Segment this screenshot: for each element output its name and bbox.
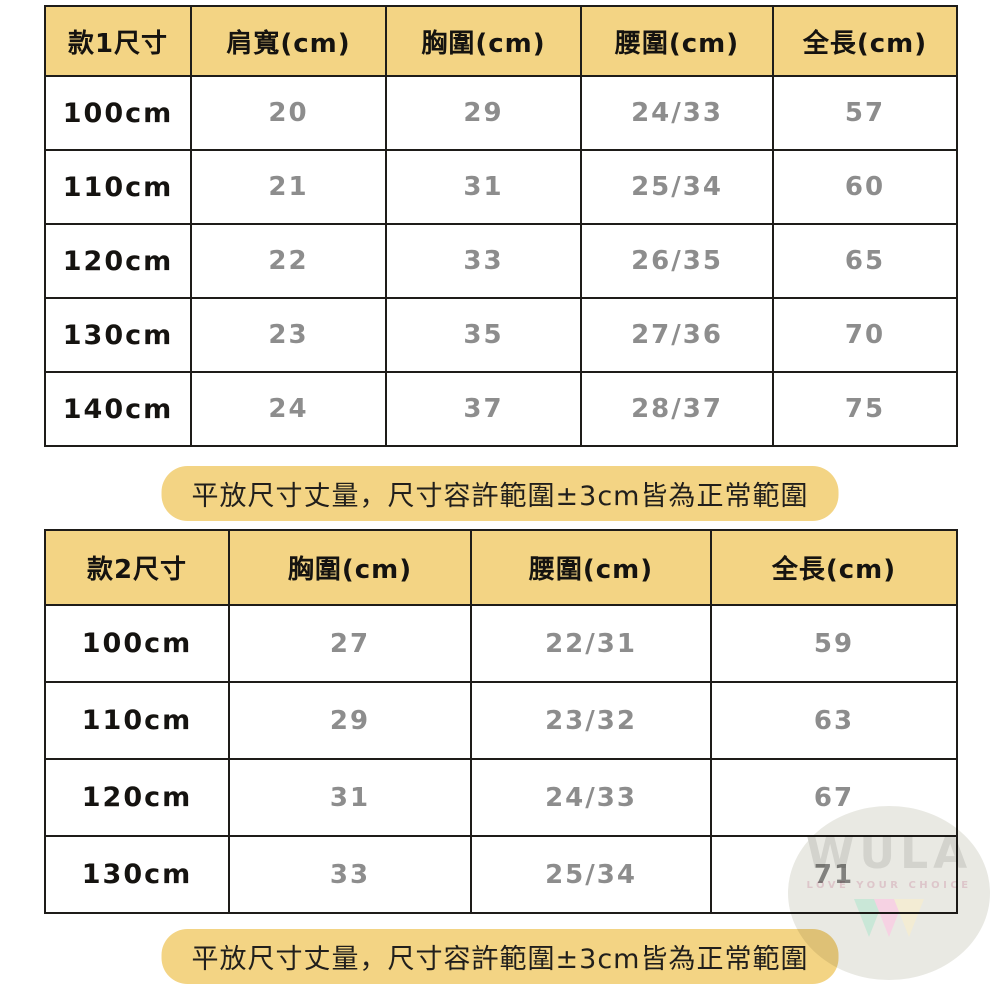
chest-value: 31: [228, 758, 472, 837]
size-label: 120cm: [44, 758, 230, 837]
waist-value: 22/31: [470, 604, 712, 683]
chest-value: 29: [228, 681, 472, 760]
chest-value: 33: [385, 223, 582, 299]
size-label: 130cm: [44, 297, 192, 373]
table-row: 110cm 21 31 25/34 60: [44, 149, 958, 225]
table-row: 140cm 24 37 28/37 75: [44, 371, 958, 447]
length-value: 70: [772, 297, 958, 373]
wula-brand-text: WULA: [805, 828, 973, 879]
table2-header-style: 款2尺寸: [44, 529, 230, 606]
table-row: 110cm 29 23/32 63: [44, 681, 958, 760]
length-value: 65: [772, 223, 958, 299]
shoulder-value: 24: [190, 371, 387, 447]
table1-header-waist: 腰圍(cm): [580, 5, 774, 77]
waist-value: 24/33: [470, 758, 712, 837]
table1-header-chest: 胸圍(cm): [385, 5, 582, 77]
size-label: 100cm: [44, 75, 192, 151]
length-value: 57: [772, 75, 958, 151]
size-label: 130cm: [44, 835, 230, 914]
style1-size-table: 款1尺寸 肩寬(cm) 胸圍(cm) 腰圍(cm) 全長(cm) 100cm 2…: [44, 5, 958, 447]
wula-tagline-text: LOVE YOUR CHOICE: [806, 880, 972, 891]
table2-header-row: 款2尺寸 胸圍(cm) 腰圍(cm) 全長(cm): [44, 529, 958, 606]
chest-value: 35: [385, 297, 582, 373]
table1-header-shoulder: 肩寬(cm): [190, 5, 387, 77]
length-value: 59: [710, 604, 958, 683]
table1-header-length: 全長(cm): [772, 5, 958, 77]
chest-value: 33: [228, 835, 472, 914]
table-row: 130cm 23 35 27/36 70: [44, 297, 958, 373]
chest-value: 31: [385, 149, 582, 225]
size-label: 100cm: [44, 604, 230, 683]
table-row: 120cm 31 24/33 67: [44, 758, 958, 837]
waist-value: 27/36: [580, 297, 774, 373]
length-value: 60: [772, 149, 958, 225]
table1-header-row: 款1尺寸 肩寬(cm) 胸圍(cm) 腰圍(cm) 全長(cm): [44, 5, 958, 77]
measurement-tolerance-note-2: 平放尺寸丈量，尺寸容許範圍±3cm皆為正常範圍: [161, 929, 839, 984]
table2-header-chest: 胸圍(cm): [228, 529, 472, 606]
table-row: 130cm 33 25/34 71: [44, 835, 958, 914]
shoulder-value: 22: [190, 223, 387, 299]
waist-value: 28/37: [580, 371, 774, 447]
wula-watermark: WULA LOVE YOUR CHOICE: [788, 806, 990, 980]
shoulder-value: 20: [190, 75, 387, 151]
waist-value: 26/35: [580, 223, 774, 299]
chest-value: 37: [385, 371, 582, 447]
size-label: 140cm: [44, 371, 192, 447]
shoulder-value: 23: [190, 297, 387, 373]
table2-header-waist: 腰圍(cm): [470, 529, 712, 606]
chest-value: 29: [385, 75, 582, 151]
length-value: 63: [710, 681, 958, 760]
table2-header-length: 全長(cm): [710, 529, 958, 606]
size-label: 120cm: [44, 223, 192, 299]
waist-value: 25/34: [470, 835, 712, 914]
shoulder-value: 21: [190, 149, 387, 225]
table-row: 100cm 27 22/31 59: [44, 604, 958, 683]
measurement-tolerance-note-1: 平放尺寸丈量，尺寸容許範圍±3cm皆為正常範圍: [161, 466, 839, 521]
length-value: 75: [772, 371, 958, 447]
table-row: 100cm 20 29 24/33 57: [44, 75, 958, 151]
wula-logo-icon: [788, 899, 990, 937]
waist-value: 24/33: [580, 75, 774, 151]
waist-value: 23/32: [470, 681, 712, 760]
waist-value: 25/34: [580, 149, 774, 225]
chest-value: 27: [228, 604, 472, 683]
size-label: 110cm: [44, 149, 192, 225]
table-row: 120cm 22 33 26/35 65: [44, 223, 958, 299]
table1-header-style: 款1尺寸: [44, 5, 192, 77]
triangle-cream-icon: [894, 899, 924, 937]
style2-size-table: 款2尺寸 胸圍(cm) 腰圍(cm) 全長(cm) 100cm 27 22/31…: [44, 529, 958, 914]
size-label: 110cm: [44, 681, 230, 760]
